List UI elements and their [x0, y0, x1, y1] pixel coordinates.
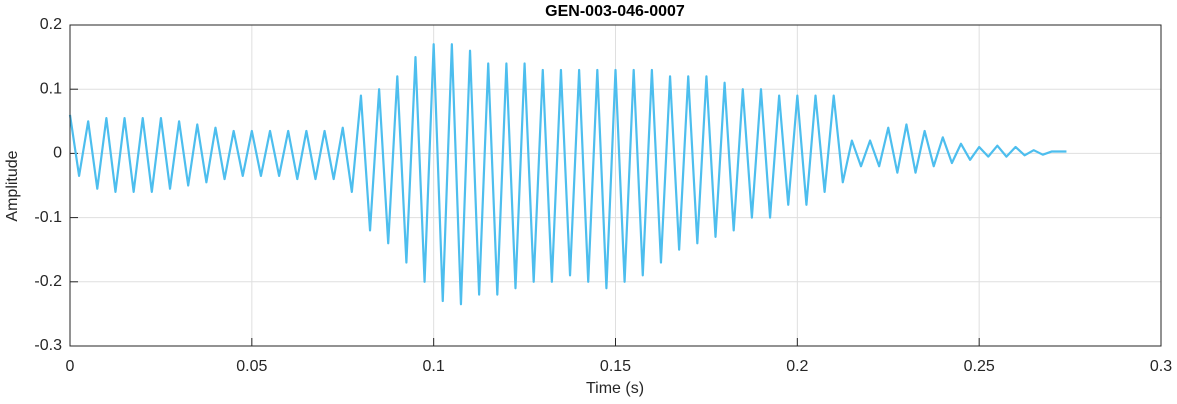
x-axis-label: Time (s): [586, 380, 644, 397]
x-tick-label: 0.1: [423, 358, 445, 375]
x-tick-label: 0.2: [786, 358, 808, 375]
x-tick-label: 0.3: [1150, 358, 1172, 375]
y-tick-label: 0.2: [40, 16, 62, 33]
x-tick-label: 0: [66, 358, 75, 375]
waveform-line: [68, 43, 1067, 306]
axes-box: [69, 24, 1162, 347]
y-tick-label: -0.1: [34, 209, 62, 226]
x-tick-label: 0.15: [600, 358, 631, 375]
y-axis-label: Amplitude: [4, 150, 21, 221]
x-tick-label: 0.05: [236, 358, 267, 375]
y-tick-label: -0.3: [34, 337, 62, 354]
chart-title: GEN-003-046-0007: [545, 3, 685, 20]
y-tick-label: 0: [53, 145, 62, 162]
y-tick-label: -0.2: [34, 273, 62, 290]
x-tick-label: 0.25: [964, 358, 995, 375]
plot-area: [68, 43, 1067, 306]
y-tick-label: 0.1: [40, 80, 62, 97]
